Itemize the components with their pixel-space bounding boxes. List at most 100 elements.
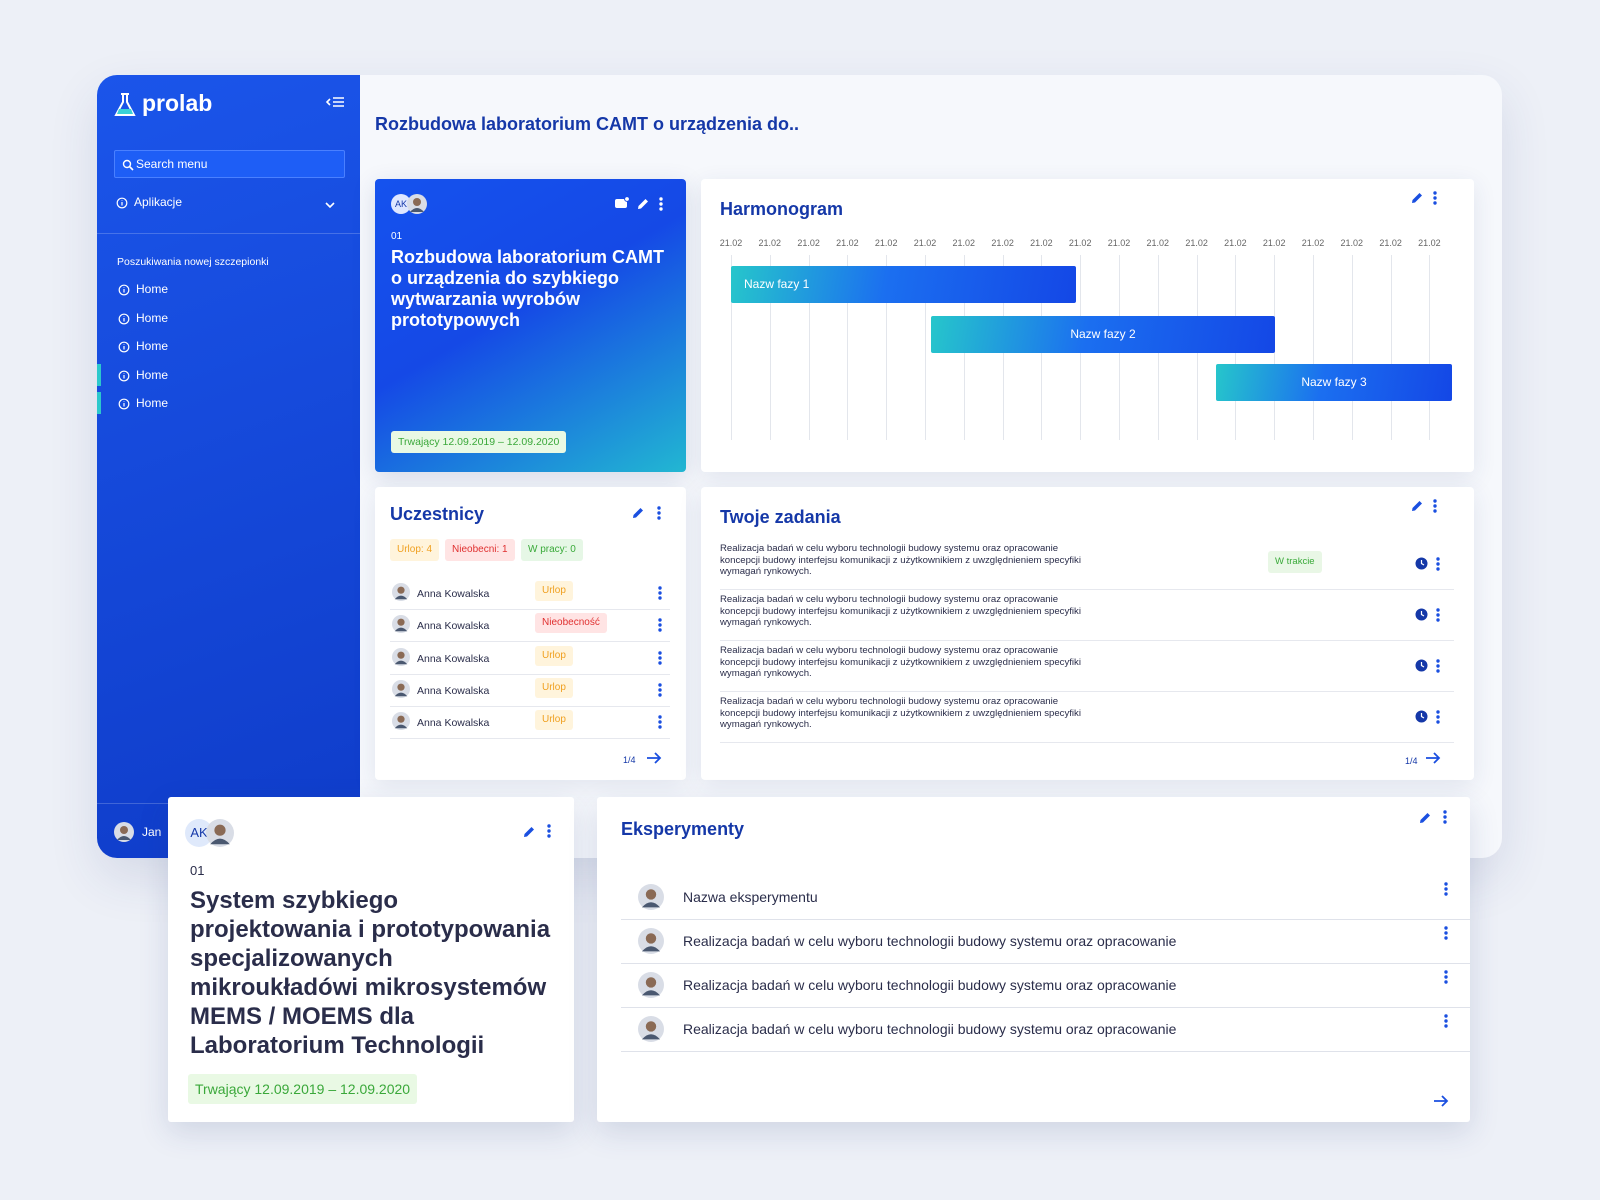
phase-bar[interactable]: Nazw fazy 2: [931, 316, 1275, 353]
participant-name: Anna Kowalska: [417, 620, 490, 633]
notify: [624, 196, 630, 202]
status-badge: Trwający 12.09.2019 – 12.09.2020: [391, 431, 567, 453]
more-button[interactable]: [1443, 1013, 1449, 1029]
edit-button[interactable]: [1410, 499, 1424, 513]
more-button[interactable]: [1435, 658, 1441, 674]
status-badge: Urlop: [535, 645, 573, 666]
more-icon: [1433, 191, 1437, 205]
menu-item[interactable]: Home: [97, 278, 360, 300]
clock: [1415, 608, 1428, 621]
edit-button[interactable]: [1418, 811, 1432, 825]
handle: [128, 165, 134, 171]
card-title: Twoje zadania: [720, 507, 841, 527]
avatar-head: [397, 683, 405, 691]
avatar-head: [397, 651, 405, 659]
phase-bar[interactable]: Nazw fazy 3: [1216, 364, 1452, 401]
avatar-body: [117, 836, 131, 840]
apps-toggle[interactable]: Aplikacje: [114, 193, 345, 213]
phase-bar[interactable]: Nazw fazy 1: [731, 266, 1076, 303]
dot: [1436, 608, 1440, 612]
date-label: 21.02: [1146, 238, 1170, 248]
menu-item[interactable]: Home: [97, 363, 360, 386]
section-label: Poszukiwania nowej szczepionki: [117, 256, 269, 268]
more-button[interactable]: [1432, 498, 1438, 514]
more-button[interactable]: [657, 682, 663, 698]
more-button[interactable]: [657, 650, 663, 666]
arrow-icon: [647, 752, 662, 764]
more-button[interactable]: [1443, 969, 1449, 985]
more-icon: [1443, 810, 1447, 824]
info-svg: [118, 370, 130, 382]
more-button[interactable]: [1443, 925, 1449, 941]
status-badge: Urlop: [535, 677, 573, 698]
collapse-button[interactable]: [325, 95, 345, 109]
more-button[interactable]: [1442, 809, 1448, 825]
time-icon: [1415, 710, 1428, 723]
dot: [547, 829, 551, 833]
more-button[interactable]: [1443, 881, 1449, 897]
dot: [1444, 1024, 1448, 1028]
more-button[interactable]: [1435, 556, 1441, 572]
more-button[interactable]: [658, 196, 664, 212]
date-label: 21.02: [913, 238, 937, 248]
grid-line: [808, 255, 810, 440]
edit-button[interactable]: [522, 825, 536, 839]
date-label: 21.02: [836, 238, 859, 248]
more-button[interactable]: [546, 823, 552, 839]
grid-line: [886, 255, 888, 440]
menu-item[interactable]: Home: [97, 307, 360, 329]
collapse-lines: [325, 97, 344, 107]
more-button[interactable]: [656, 505, 662, 521]
menu-item[interactable]: Home: [97, 335, 360, 357]
tasks-card: Twoje zadania Realizacja badań w celu wyb…: [701, 487, 1474, 780]
row-divider: [720, 640, 1454, 641]
more-button[interactable]: [657, 714, 663, 730]
date-label: 21.02: [1379, 238, 1402, 248]
more-button[interactable]: [1432, 190, 1438, 206]
search-svg: [122, 159, 134, 171]
next-button[interactable]: [646, 751, 662, 765]
dot: [658, 628, 662, 632]
participant-name: Anna Kowalska: [417, 652, 490, 665]
schedule-card: Harmonogram 21.02 21.02 21.02 21.02 21.02 21.0…: [701, 179, 1474, 472]
avatar-image: [114, 822, 134, 842]
more-button[interactable]: [657, 617, 663, 633]
dot: [1436, 715, 1440, 719]
edit-button[interactable]: [631, 506, 645, 520]
dot: [657, 516, 661, 520]
next-button[interactable]: [1433, 1094, 1449, 1108]
row-divider: [621, 919, 1470, 920]
dot: [1436, 664, 1440, 668]
avatar-head: [214, 824, 226, 836]
avatar-head: [645, 977, 657, 988]
edit-button[interactable]: [1410, 191, 1424, 205]
project-number: 01: [190, 863, 205, 878]
avatar: [392, 679, 410, 698]
more-button[interactable]: [657, 585, 663, 601]
more-button[interactable]: [1435, 709, 1441, 725]
edit-button[interactable]: [636, 197, 650, 211]
chat-button[interactable]: [614, 196, 630, 210]
clock-hands: [1420, 611, 1425, 617]
avatar-image: [392, 647, 410, 666]
more-button[interactable]: [1435, 607, 1441, 623]
menu-item-label: Home: [136, 396, 169, 411]
avatar-head: [645, 933, 657, 944]
menu-item[interactable]: Home: [97, 392, 360, 415]
next-button[interactable]: [1425, 751, 1441, 765]
search-input[interactable]: Search menu: [114, 150, 345, 178]
dot: [1444, 887, 1448, 891]
clock: [1415, 710, 1428, 723]
info-circle: [116, 197, 128, 209]
info-icon: [116, 196, 128, 209]
avatar-image: [392, 583, 410, 601]
avatar: [638, 928, 664, 954]
more-icon: [657, 506, 661, 520]
more-icon: [658, 650, 662, 665]
grid-line: [1390, 255, 1392, 440]
arrow-icon: [1426, 752, 1441, 764]
dot: [1433, 191, 1437, 195]
avatar-body: [394, 660, 408, 664]
chat-icon: [615, 196, 630, 208]
avatar: [392, 615, 410, 634]
